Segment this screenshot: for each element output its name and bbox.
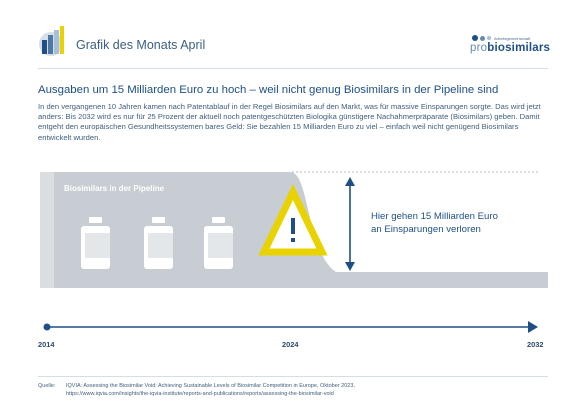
header: Grafik des Monats April Arbeitsgemeinsch… (0, 0, 586, 70)
pipeline-label: Biosimilars in der Pipeline (64, 184, 165, 193)
source-label: Quelle: (38, 383, 56, 389)
bar-chart-logo-icon (39, 26, 64, 56)
year-label-2024: 2024 (282, 340, 299, 349)
timeline-start-dot (43, 323, 51, 331)
year-label-2032: 2032 (527, 340, 544, 349)
timeline-arrowhead (528, 321, 538, 333)
savings-callout: Hier gehen 15 Milliarden Euro an Einspar… (371, 210, 498, 236)
medicine-bottle-icon (204, 217, 233, 269)
brand-name: probiosimilars (470, 42, 550, 54)
year-label-2014: 2014 (38, 340, 55, 349)
medicine-bottle-icon (81, 217, 110, 269)
warning-triangle-icon (258, 183, 328, 256)
source-note: Quelle: IQVIA: Assessing the Biosimilar V… (38, 383, 558, 398)
headline: Ausgaben um 15 Milliarden Euro zu hoch –… (38, 84, 499, 96)
source-link[interactable]: https://www.iqvia.com/insights/the-iqvia… (66, 390, 334, 397)
brand-name-pro: pro (470, 42, 488, 54)
callout-line-1: Hier gehen 15 Milliarden Euro (371, 211, 498, 222)
medicine-bottle-icon (144, 217, 173, 269)
brand-logo[interactable]: Arbeitsgemeinschaft probiosimilars (410, 28, 550, 58)
brand-name-bio: biosimilars (487, 42, 551, 54)
pipeline-area-fade (40, 172, 54, 288)
intro-text: In den vergangenen 10 Jahren kamen nach … (38, 102, 541, 142)
timeline (43, 321, 538, 333)
pipeline-diagram (40, 171, 548, 288)
source-line-1: IQVIA: Assessing the Biosimilar Void: Ac… (66, 383, 355, 389)
double-arrow-icon (345, 177, 355, 271)
brand-tagline: Arbeitsgemeinschaft (494, 36, 531, 41)
footer-divider (38, 376, 548, 377)
page-title: Grafik des Monats April (76, 38, 206, 52)
callout-line-2: an Einsparungen verloren (371, 224, 481, 235)
header-divider (38, 68, 548, 69)
